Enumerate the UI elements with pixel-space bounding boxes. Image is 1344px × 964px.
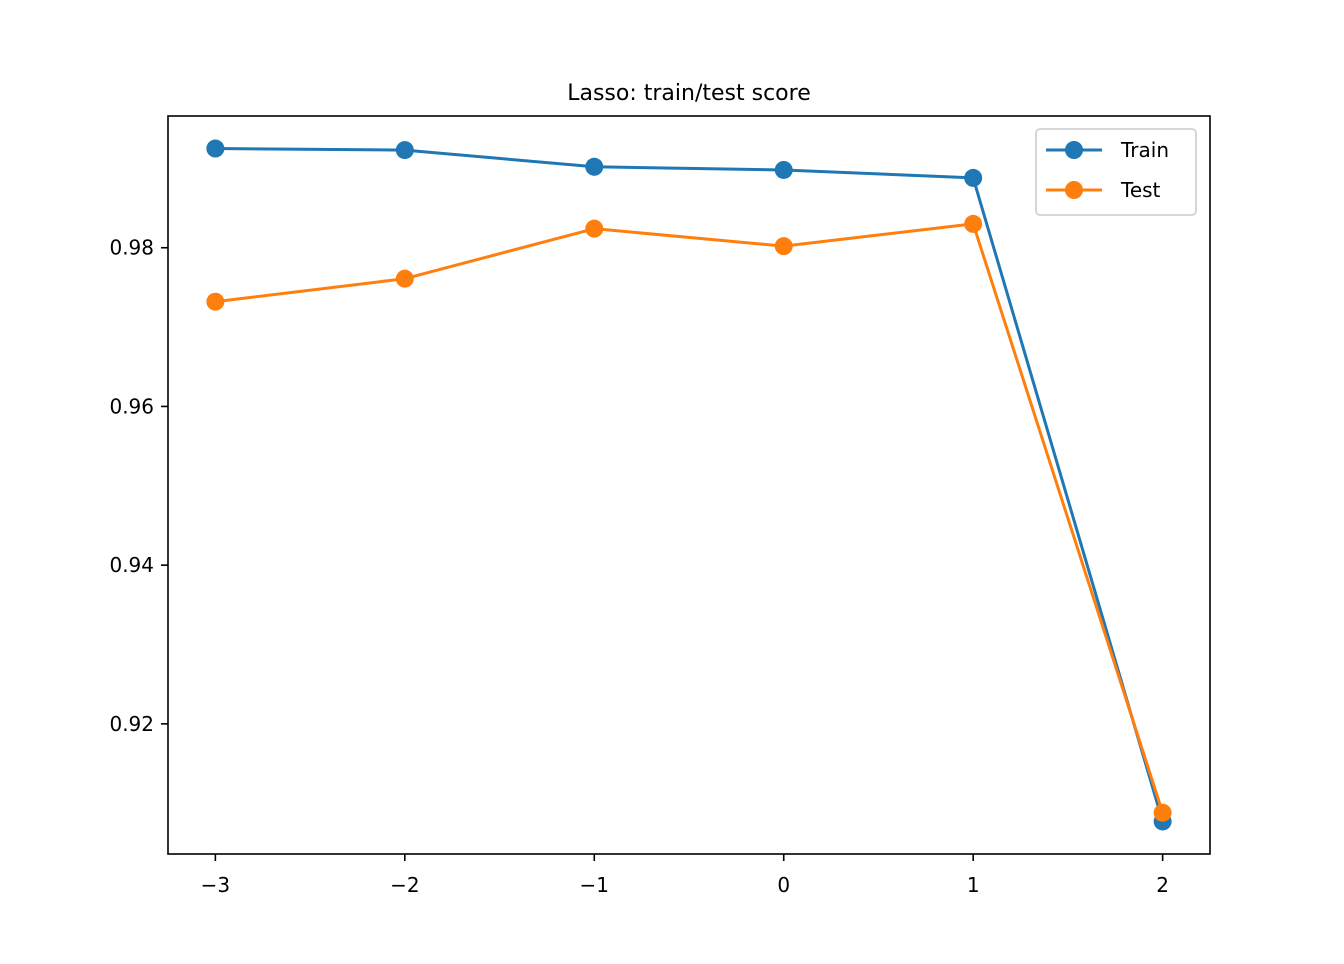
y-axis: 0.92 0.94 0.96 0.98 (109, 236, 168, 736)
y-tick-label: 0.98 (109, 236, 154, 260)
x-tick-label: −3 (201, 873, 230, 897)
data-point (585, 157, 604, 176)
x-tick-label: 2 (1156, 873, 1169, 897)
data-point (774, 160, 793, 179)
data-point (774, 237, 793, 256)
legend: Train Test (1035, 128, 1197, 216)
legend-box (1035, 128, 1197, 216)
data-point (206, 292, 225, 311)
legend-item: Test (1046, 178, 1161, 202)
x-tick-label: 0 (777, 873, 790, 897)
x-tick-label: 1 (967, 873, 980, 897)
legend-label: Train (1120, 138, 1169, 162)
data-point (395, 141, 414, 160)
legend-marker (1065, 181, 1083, 199)
legend-label: Test (1120, 178, 1161, 202)
data-point (395, 269, 414, 288)
chart-title: Lasso: train/test score (567, 81, 811, 106)
data-point (964, 168, 983, 187)
series-line (213, 147, 1165, 824)
data-point (585, 219, 604, 238)
legend-marker (1065, 141, 1083, 159)
legend-item: Train (1046, 138, 1169, 162)
data-point (1153, 803, 1172, 822)
x-tick-label: −1 (580, 873, 609, 897)
data-point (206, 139, 225, 158)
y-tick-label: 0.96 (109, 394, 154, 418)
x-tick-label: −2 (390, 873, 419, 897)
y-tick-label: 0.92 (109, 712, 154, 736)
x-axis: −3 −2 −1 0 1 2 (201, 854, 1169, 897)
data-point (964, 214, 983, 233)
series-layer (206, 139, 1172, 831)
series-line (213, 222, 1165, 815)
y-tick-label: 0.94 (109, 553, 154, 577)
series-test (206, 214, 1172, 822)
plot-frame (167, 115, 1211, 855)
